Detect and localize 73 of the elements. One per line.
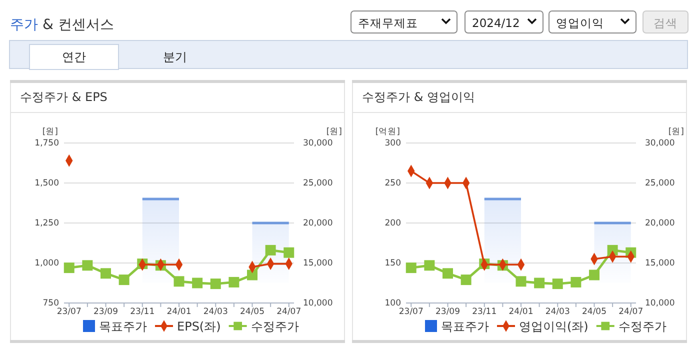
y-tick-label: 1,750 bbox=[34, 138, 59, 149]
x-tick-label: 24/03 bbox=[545, 307, 570, 317]
y2-tick-label: 10,000 bbox=[645, 298, 675, 309]
point bbox=[552, 278, 563, 290]
x-tick-label: 23/11 bbox=[472, 307, 497, 317]
x-tick-label: 23/11 bbox=[130, 307, 155, 317]
y2-tick-label: 15,000 bbox=[645, 258, 675, 269]
legend-label: 수정주가 bbox=[250, 320, 299, 334]
point bbox=[118, 274, 130, 286]
text: 연간 bbox=[62, 50, 86, 64]
y-tick-label: 200 bbox=[384, 218, 401, 229]
y2-axis-title: [원] bbox=[668, 127, 684, 137]
text: 2024/12 bbox=[472, 16, 520, 30]
x-tick-label: 23/07 bbox=[56, 307, 82, 317]
text: 분기 bbox=[163, 50, 187, 64]
y-tick-label: 100 bbox=[384, 298, 401, 309]
chart-title: 수정주가 & 영업이익 bbox=[362, 90, 475, 104]
y2-tick-label: 15,000 bbox=[303, 258, 333, 269]
legend-label: 영업이익(좌) bbox=[519, 320, 588, 334]
x-tick-label: 24/07 bbox=[618, 307, 644, 317]
point bbox=[406, 262, 416, 274]
x-tick-label: 24/07 bbox=[276, 307, 302, 317]
point bbox=[82, 260, 93, 271]
point bbox=[424, 260, 435, 271]
legend-label: EPS(좌) bbox=[177, 320, 221, 334]
y-tick-label: 750 bbox=[42, 298, 59, 309]
point bbox=[460, 274, 472, 286]
y-tick-label: 150 bbox=[384, 258, 401, 269]
y-tick-label: 250 bbox=[384, 178, 401, 189]
y2-tick-label: 20,000 bbox=[645, 218, 675, 229]
y-tick-label: 1,000 bbox=[34, 258, 59, 269]
point bbox=[64, 262, 74, 274]
y-axis-title: [억원] bbox=[375, 127, 400, 137]
point bbox=[174, 276, 184, 287]
x-tick-label: 23/07 bbox=[398, 307, 424, 317]
text: 주재무제표 bbox=[358, 16, 418, 30]
text: 주가 & 컨센서스 bbox=[10, 17, 114, 33]
point bbox=[516, 276, 526, 287]
y2-tick-label: 20,000 bbox=[303, 218, 333, 229]
y2-tick-label: 30,000 bbox=[645, 138, 675, 149]
x-tick-label: 23/09 bbox=[94, 307, 118, 317]
legend-label: 수정주가 bbox=[618, 320, 666, 334]
point bbox=[589, 270, 600, 280]
text: 영업이익 bbox=[556, 16, 604, 30]
legend-label: 목표주가 bbox=[99, 320, 147, 334]
point bbox=[284, 247, 294, 258]
y-tick-label: 1,250 bbox=[34, 218, 59, 229]
x-tick-label: 24/05 bbox=[582, 307, 606, 317]
point bbox=[247, 270, 258, 280]
x-tick-label: 24/03 bbox=[203, 307, 228, 317]
point bbox=[100, 268, 111, 279]
chart-title: 수정주가 & EPS bbox=[20, 90, 108, 104]
y2-tick-label: 10,000 bbox=[303, 298, 333, 309]
x-tick-label: 24/01 bbox=[166, 307, 192, 317]
legend-label: 목표주가 bbox=[441, 320, 489, 334]
point bbox=[534, 278, 545, 288]
y-tick-label: 1,500 bbox=[34, 178, 59, 189]
x-tick-label: 24/05 bbox=[240, 307, 264, 317]
point bbox=[265, 244, 276, 256]
point bbox=[570, 276, 582, 288]
point bbox=[210, 278, 221, 290]
x-tick-label: 23/09 bbox=[436, 307, 460, 317]
y-axis-title: [원] bbox=[42, 127, 58, 137]
point bbox=[442, 268, 453, 279]
point bbox=[192, 278, 203, 288]
point bbox=[228, 276, 240, 288]
y2-tick-label: 25,000 bbox=[303, 178, 333, 189]
y-tick-label: 300 bbox=[384, 138, 401, 149]
y2-axis-title: [원] bbox=[326, 127, 342, 137]
y2-tick-label: 30,000 bbox=[303, 138, 333, 149]
x-tick-label: 24/01 bbox=[508, 307, 534, 317]
text: 검색 bbox=[654, 16, 678, 30]
y2-tick-label: 25,000 bbox=[645, 178, 675, 189]
